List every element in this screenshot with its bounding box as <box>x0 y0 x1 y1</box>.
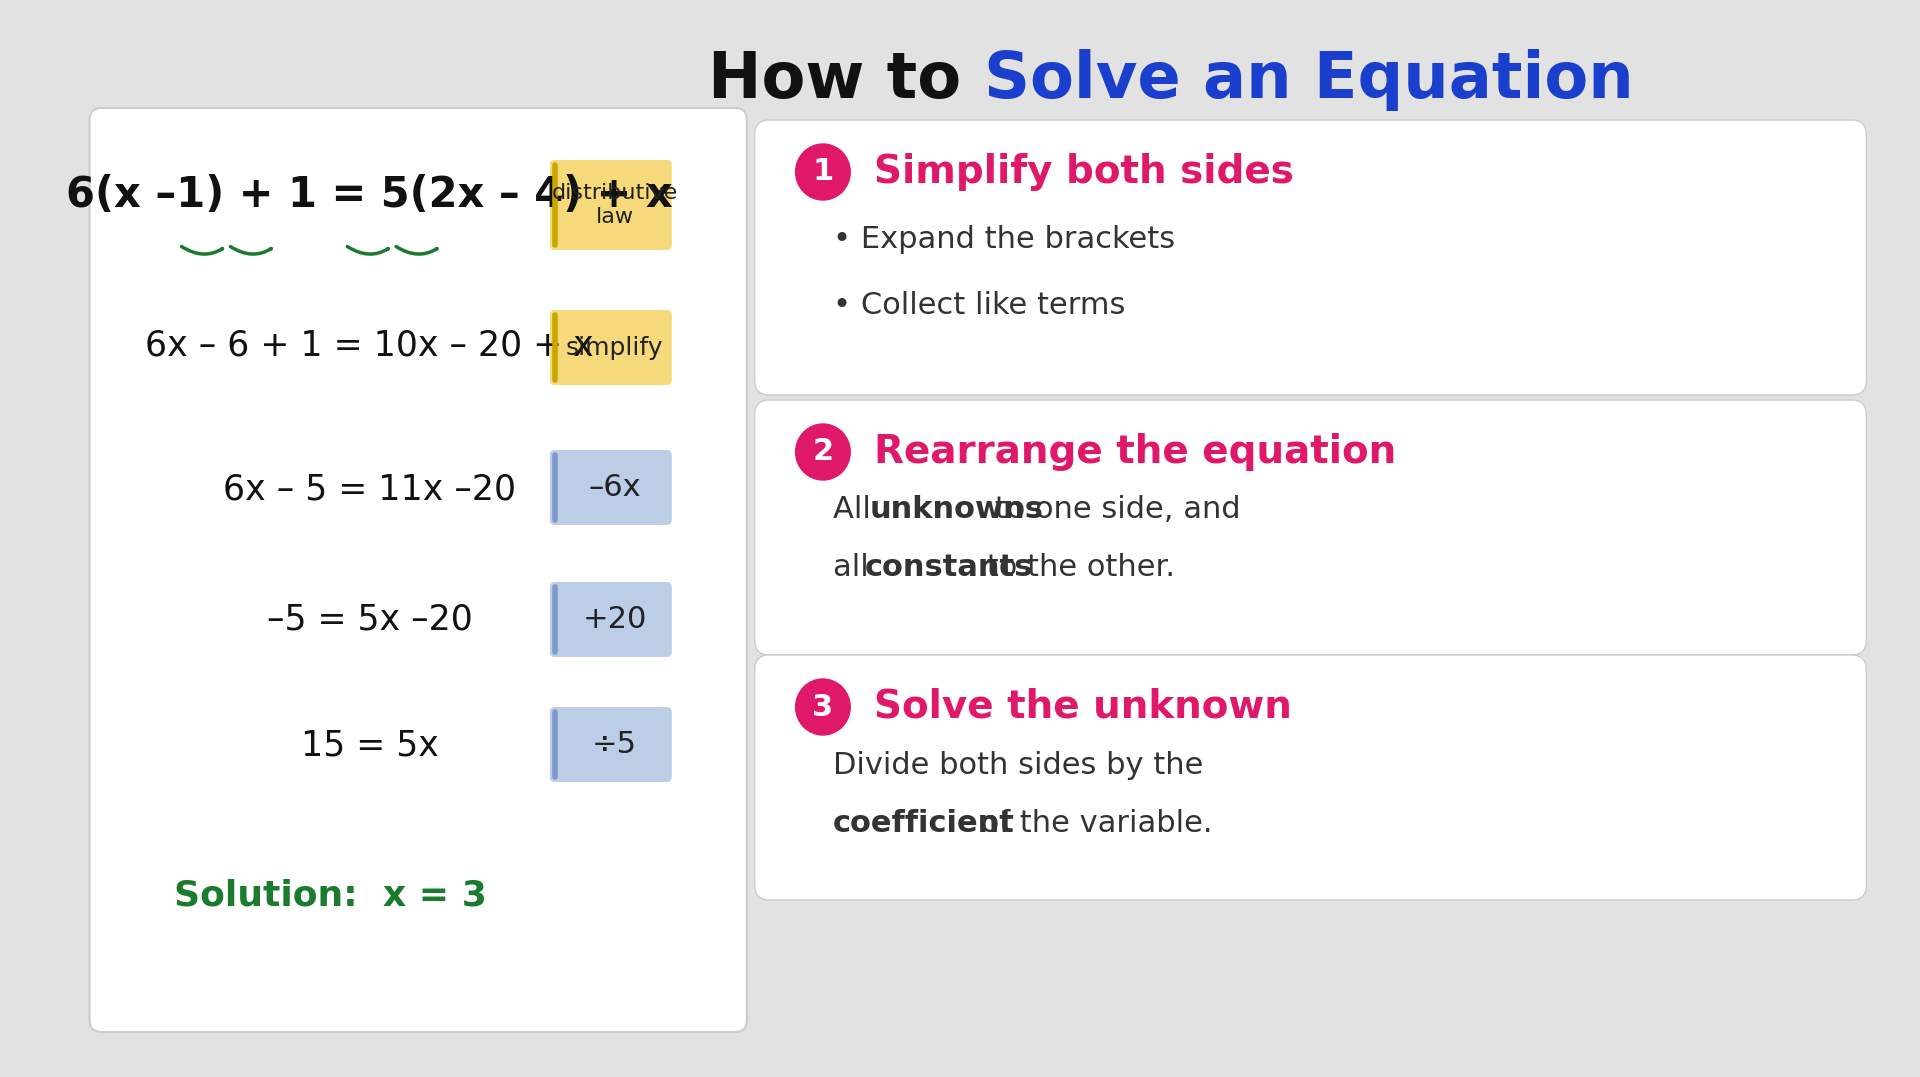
FancyBboxPatch shape <box>549 707 672 782</box>
Circle shape <box>795 424 851 480</box>
Text: How to: How to <box>708 48 983 111</box>
Text: simplify: simplify <box>566 336 664 360</box>
Text: of the variable.: of the variable. <box>972 809 1213 838</box>
Text: coefficient: coefficient <box>833 809 1014 838</box>
Text: Rearrange the equation: Rearrange the equation <box>874 433 1396 471</box>
FancyBboxPatch shape <box>549 450 672 524</box>
Text: Solve the unknown: Solve the unknown <box>874 688 1292 726</box>
Text: ÷5: ÷5 <box>591 730 637 759</box>
Text: Solution:  x = 3: Solution: x = 3 <box>175 878 488 912</box>
FancyBboxPatch shape <box>549 160 672 250</box>
Text: all: all <box>833 554 877 583</box>
Text: Simplify both sides: Simplify both sides <box>874 153 1294 191</box>
Text: Solve an Equation: Solve an Equation <box>983 48 1634 111</box>
Text: –6x: –6x <box>588 473 641 502</box>
Text: unknowns: unknowns <box>870 495 1044 524</box>
Text: constants: constants <box>864 554 1033 583</box>
FancyBboxPatch shape <box>90 108 747 1032</box>
FancyArrowPatch shape <box>230 247 271 254</box>
Text: • Expand the brackets: • Expand the brackets <box>833 225 1175 254</box>
Text: 1: 1 <box>812 157 833 186</box>
FancyBboxPatch shape <box>755 400 1866 655</box>
Circle shape <box>795 144 851 200</box>
FancyBboxPatch shape <box>755 120 1866 395</box>
FancyBboxPatch shape <box>549 582 672 657</box>
Text: 15 = 5x: 15 = 5x <box>301 728 438 763</box>
FancyArrowPatch shape <box>396 247 438 254</box>
Text: All: All <box>833 495 879 524</box>
Text: 6x – 6 + 1 = 10x – 20 + x: 6x – 6 + 1 = 10x – 20 + x <box>146 328 593 362</box>
Text: Divide both sides by the: Divide both sides by the <box>833 751 1204 780</box>
FancyArrowPatch shape <box>182 247 223 254</box>
Text: –5 = 5x –20: –5 = 5x –20 <box>267 603 472 637</box>
Text: 3: 3 <box>812 693 833 722</box>
Text: to one side, and: to one side, and <box>985 495 1240 524</box>
Text: +20: +20 <box>582 605 647 634</box>
Text: to the other.: to the other. <box>977 554 1175 583</box>
Text: • Collect like terms: • Collect like terms <box>833 291 1125 320</box>
Text: 6(x –1) + 1 = 5(2x – 4) + x: 6(x –1) + 1 = 5(2x – 4) + x <box>65 174 672 216</box>
Text: 2: 2 <box>812 437 833 466</box>
FancyBboxPatch shape <box>549 310 672 384</box>
Text: 6x – 5 = 11x –20: 6x – 5 = 11x –20 <box>223 473 516 507</box>
Circle shape <box>795 679 851 735</box>
Text: distributive
law: distributive law <box>551 183 678 226</box>
FancyArrowPatch shape <box>348 247 388 254</box>
FancyBboxPatch shape <box>755 655 1866 900</box>
